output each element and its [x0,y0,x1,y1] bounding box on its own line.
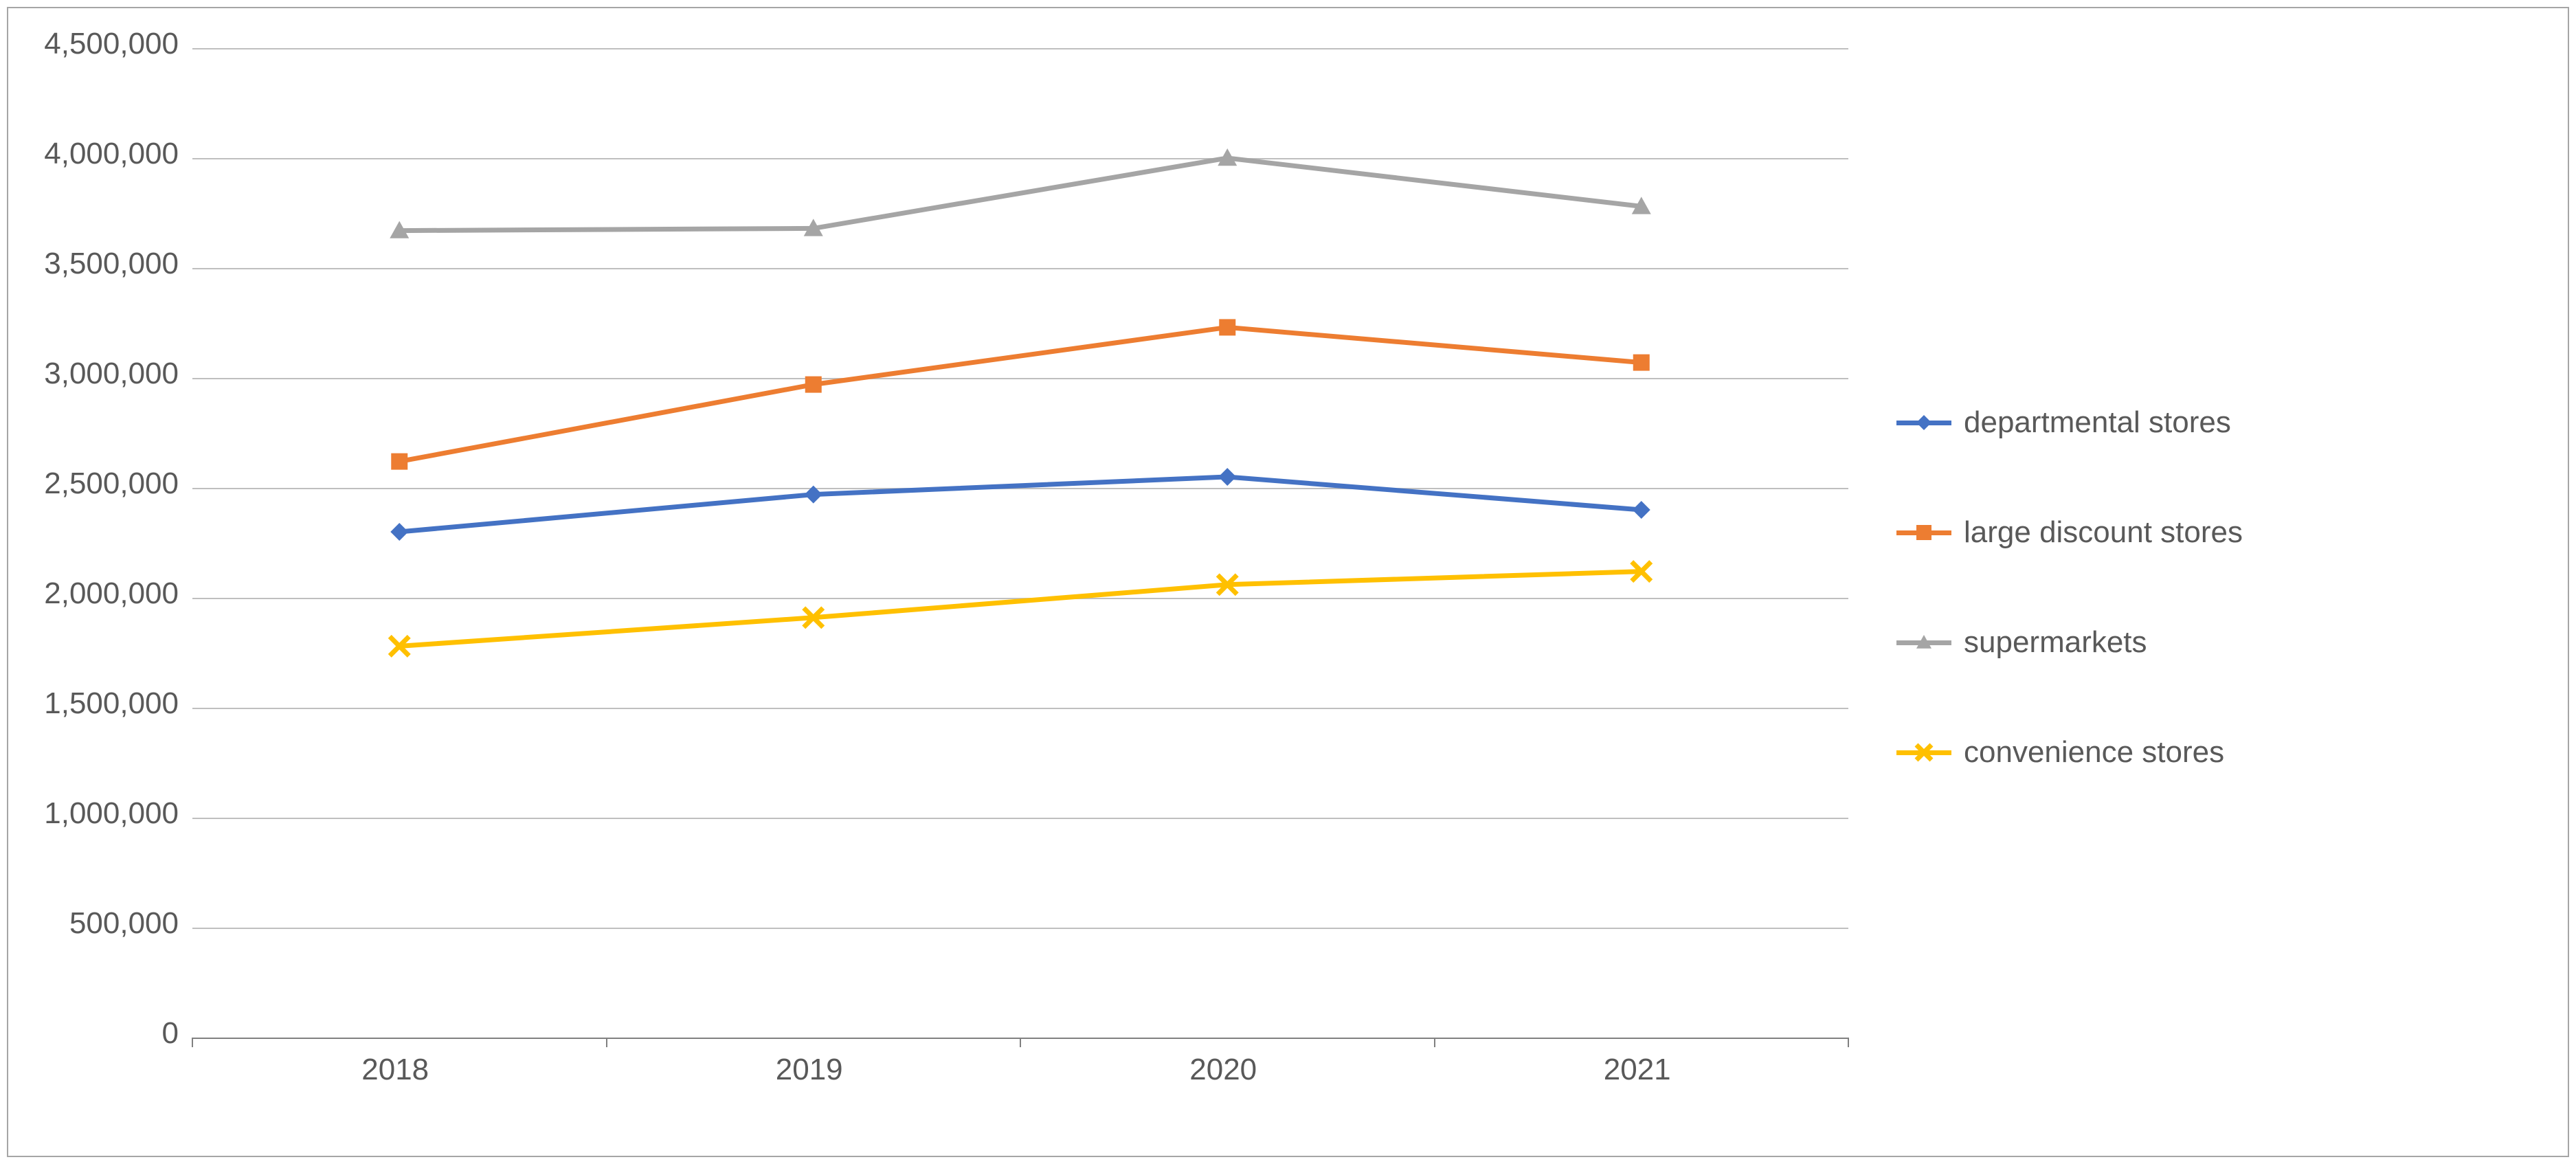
chart-root: 0500,0001,000,0001,500,0002,000,0002,500… [0,0,2576,1164]
series-marker [1218,468,1236,486]
series-line [399,572,1642,647]
series-marker [1633,355,1650,371]
series-line [399,477,1642,532]
legend-item: convenience stores [1896,735,2224,770]
series-marker [805,486,822,504]
legend-label: supermarkets [1964,625,2147,660]
series-marker [1633,501,1650,519]
legend-label: departmental stores [1964,405,2231,440]
legend-line [1896,750,1951,755]
legend-line [1896,530,1951,535]
legend-marker-icon [1912,411,1936,434]
series-marker [805,377,822,393]
chart-svg-layer [0,0,2576,1164]
legend-marker-icon [1912,631,1936,654]
legend-line [1896,421,1951,425]
series-marker [391,454,407,470]
legend-line [1896,640,1951,645]
legend-item: supermarkets [1896,625,2147,660]
legend-marker-icon [1912,521,1936,544]
series-line [399,158,1642,231]
series-marker [1219,319,1235,335]
legend-item: large discount stores [1896,515,2243,550]
series-line [399,327,1642,461]
legend-label: convenience stores [1964,735,2224,770]
series-marker [390,523,408,541]
chart-container: 0500,0001,000,0001,500,0002,000,0002,500… [0,0,2576,1164]
legend-item: departmental stores [1896,405,2231,440]
legend-marker-icon [1912,741,1936,764]
legend-label: large discount stores [1964,515,2243,550]
